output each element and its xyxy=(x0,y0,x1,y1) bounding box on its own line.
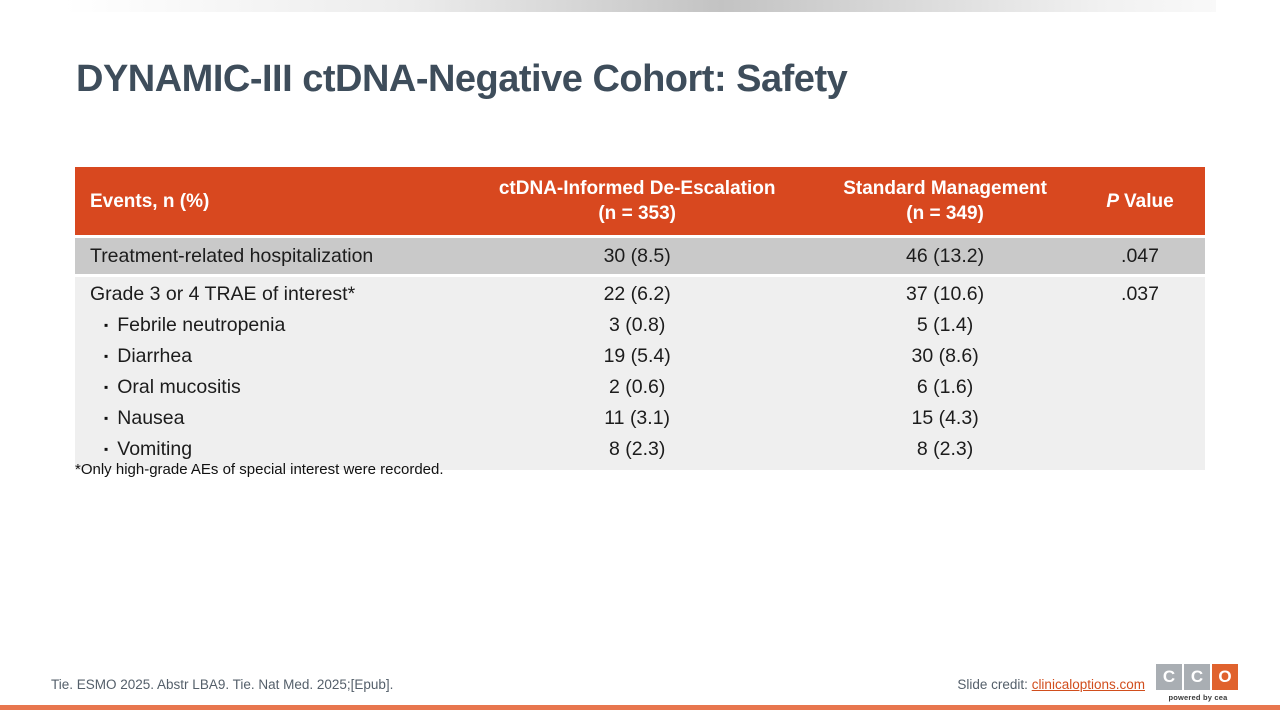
pvalue-cell xyxy=(1075,310,1205,341)
column-header-events: Events, n (%) xyxy=(75,167,460,237)
page-title: DYNAMIC-III ctDNA-Negative Cohort: Safet… xyxy=(76,58,848,100)
deescalation-value-cell: 11 (3.1) xyxy=(459,403,816,434)
logo-letter-c2: C xyxy=(1184,664,1210,690)
event-cell: ▪ Diarrhea xyxy=(75,341,460,372)
table-body: Treatment-related hospitalization 30 (8.5… xyxy=(75,235,1205,470)
standard-value-cell: 37 (10.6) xyxy=(815,274,1076,310)
pvalue-header-p: P xyxy=(1106,190,1120,212)
deescalation-value-cell: 2 (0.6) xyxy=(459,372,816,403)
bottom-accent-bar xyxy=(0,705,1280,710)
column-header-pvalue: P Value xyxy=(1075,167,1205,237)
citation: Tie. ESMO 2025. Abstr LBA9. Tie. Nat Med… xyxy=(51,677,394,692)
bullet-icon: ▪ xyxy=(104,442,109,456)
table-row: ▪ Vomiting 8 (2.3) 8 (2.3) xyxy=(75,434,1205,470)
slide-credit: Slide credit: clinicaloptions.com xyxy=(957,677,1145,692)
deescalation-value-cell: 19 (5.4) xyxy=(459,341,816,372)
standard-value-cell: 46 (13.2) xyxy=(815,235,1076,276)
bullet-icon: ▪ xyxy=(104,411,109,425)
deescalation-value-cell: 8 (2.3) xyxy=(459,434,816,470)
deescalation-header-n: (n = 353) xyxy=(598,203,676,224)
pvalue-cell xyxy=(1075,403,1205,434)
pvalue-cell xyxy=(1075,372,1205,403)
event-cell: Treatment-related hospitalization xyxy=(75,235,460,276)
table-row: Treatment-related hospitalization 30 (8.5… xyxy=(75,235,1205,276)
deescalation-value-cell: 22 (6.2) xyxy=(459,274,816,310)
event-cell: ▪ Febrile neutropenia xyxy=(75,310,460,341)
standard-value-cell: 5 (1.4) xyxy=(815,310,1076,341)
pvalue-cell xyxy=(1075,341,1205,372)
standard-header-label: Standard Management xyxy=(843,178,1047,199)
slide-credit-link[interactable]: clinicaloptions.com xyxy=(1031,677,1145,692)
safety-table: Events, n (%) ctDNA-Informed De-Escalati… xyxy=(75,167,1205,470)
bullet-icon: ▪ xyxy=(104,318,109,332)
table-row: Grade 3 or 4 TRAE of interest* 22 (6.2) 37… xyxy=(75,274,1205,310)
bullet-icon: ▪ xyxy=(104,349,109,363)
table-header-row: Events, n (%) ctDNA-Informed De-Escalati… xyxy=(75,167,1205,237)
table-row: ▪ Diarrhea 19 (5.4) 30 (8.6) xyxy=(75,341,1205,372)
table-row: ▪ Febrile neutropenia 3 (0.8) 5 (1.4) xyxy=(75,310,1205,341)
cco-logo-squares: C C O xyxy=(1156,664,1240,690)
footnote: *Only high-grade AEs of special interest… xyxy=(75,461,444,478)
pvalue-cell: .037 xyxy=(1075,274,1205,310)
pvalue-cell xyxy=(1075,434,1205,470)
event-cell: ▪ Oral mucositis xyxy=(75,372,460,403)
column-header-deescalation: ctDNA-Informed De-Escalation (n = 353) xyxy=(459,167,816,237)
deescalation-value-cell: 30 (8.5) xyxy=(459,235,816,276)
table-row: ▪ Oral mucositis 2 (0.6) 6 (1.6) xyxy=(75,372,1205,403)
deescalation-value-cell: 3 (0.8) xyxy=(459,310,816,341)
event-cell: ▪ Nausea xyxy=(75,403,460,434)
pvalue-cell: .047 xyxy=(1075,235,1205,276)
table-header: Events, n (%) ctDNA-Informed De-Escalati… xyxy=(75,167,1205,237)
standard-value-cell: 6 (1.6) xyxy=(815,372,1076,403)
event-cell: Grade 3 or 4 TRAE of interest* xyxy=(75,274,460,310)
column-header-standard: Standard Management (n = 349) xyxy=(815,167,1076,237)
logo-letter-o: O xyxy=(1212,664,1238,690)
table-row: ▪ Nausea 11 (3.1) 15 (4.3) xyxy=(75,403,1205,434)
standard-value-cell: 8 (2.3) xyxy=(815,434,1076,470)
pvalue-header-label: Value xyxy=(1124,190,1174,212)
events-header-label: Events, n (%) xyxy=(90,190,210,212)
bullet-icon: ▪ xyxy=(104,380,109,394)
top-gradient-bar xyxy=(64,0,1216,12)
cco-logo: C C O powered by cea xyxy=(1156,664,1240,702)
logo-tagline: powered by cea xyxy=(1168,693,1228,702)
slide-credit-label: Slide credit: xyxy=(957,677,1032,692)
event-cell: ▪ Vomiting xyxy=(75,434,460,470)
logo-letter-c1: C xyxy=(1156,664,1182,690)
deescalation-header-label: ctDNA-Informed De-Escalation xyxy=(498,178,776,199)
standard-header-n: (n = 349) xyxy=(906,203,984,224)
standard-value-cell: 30 (8.6) xyxy=(815,341,1076,372)
standard-value-cell: 15 (4.3) xyxy=(815,403,1076,434)
